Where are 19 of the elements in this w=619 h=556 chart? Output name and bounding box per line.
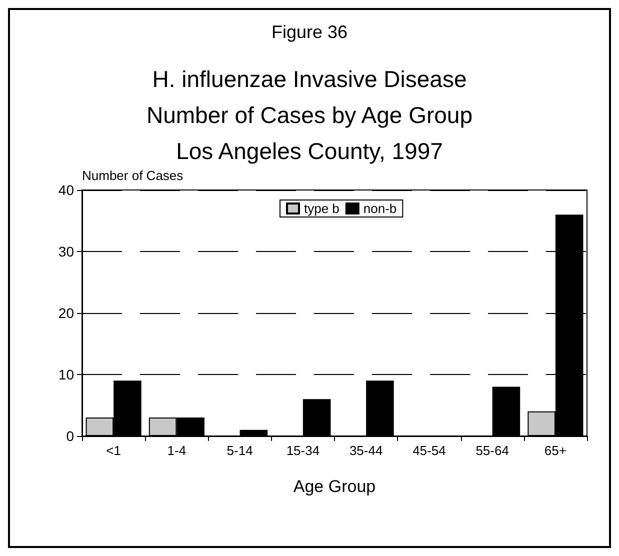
chart-subtitle: H. influenzae Invasive Disease Number of Cases by Age Group Los Angeles County, 1997 [146, 66, 472, 164]
y-tick-label: 30 [58, 244, 74, 260]
x-tick-label: 1-4 [167, 443, 186, 458]
y-tick-label: 20 [58, 305, 74, 321]
x-tick-label: 15-34 [286, 443, 320, 458]
chart-title: Figure 36 [271, 22, 348, 42]
x-tick-label: <1 [106, 443, 121, 458]
legend-label: non-b [363, 201, 397, 216]
x-tick-label: 5-14 [226, 443, 253, 458]
y-tick-label: 40 [58, 182, 74, 198]
legend-label: type b [304, 201, 340, 216]
x-axis-title: Age Group [293, 477, 376, 496]
x-tick-label: 35-44 [349, 443, 383, 458]
y-axis-title: Number of Cases [82, 168, 184, 183]
y-tick-label: 0 [66, 428, 74, 444]
x-tick-label: 45-54 [412, 443, 446, 458]
y-tick-label: 10 [58, 366, 74, 382]
x-tick-label: 55-64 [476, 443, 509, 458]
x-tick-label: 65+ [544, 443, 566, 458]
